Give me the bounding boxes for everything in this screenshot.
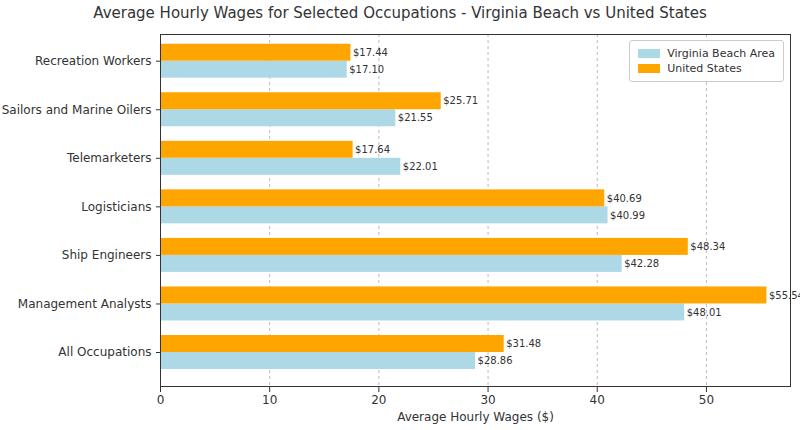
svg-text:$42.28: $42.28	[624, 258, 659, 269]
html-text:Average Hourly Wages for Selec: Average Hourly Wages for Selected Occupa…	[93, 4, 707, 22]
svg-text:Telemarketers: Telemarketers	[66, 151, 152, 165]
svg-text:30: 30	[480, 393, 495, 407]
html-text:United States: United States	[667, 62, 742, 75]
svg-text:$25.71: $25.71	[443, 95, 478, 106]
svg-text:$48.34: $48.34	[690, 241, 725, 252]
svg-text:$17.44: $17.44	[353, 47, 388, 58]
svg-text:$31.48: $31.48	[506, 338, 541, 349]
svg-text:$17.10: $17.10	[349, 64, 384, 75]
svg-text:10: 10	[262, 393, 277, 407]
svg-text:Average Hourly Wages ($): Average Hourly Wages ($)	[397, 410, 554, 424]
svg-text:Sailors and Marine Oilers: Sailors and Marine Oilers	[2, 103, 152, 117]
svg-text:0: 0	[157, 393, 165, 407]
html-text:Virginia Beach Area: Virginia Beach Area	[667, 47, 775, 60]
svg-text:Management Analysts: Management Analysts	[18, 297, 152, 311]
svg-text:$17.64: $17.64	[355, 144, 390, 155]
svg-text:$28.86: $28.86	[478, 355, 513, 366]
svg-text:$40.99: $40.99	[610, 210, 645, 221]
svg-text:$48.01: $48.01	[687, 307, 722, 318]
svg-text:50: 50	[699, 393, 714, 407]
svg-text:20: 20	[371, 393, 386, 407]
svg-text:$40.69: $40.69	[607, 193, 642, 204]
svg-text:$55.54: $55.54	[769, 290, 800, 301]
svg-text:$21.55: $21.55	[398, 112, 433, 123]
svg-text:All Occupations: All Occupations	[58, 345, 151, 359]
svg-text:Recreation Workers: Recreation Workers	[35, 54, 152, 68]
svg-text:Ship Engineers: Ship Engineers	[62, 248, 152, 262]
svg-text:$22.01: $22.01	[403, 161, 438, 172]
svg-text:40: 40	[590, 393, 605, 407]
svg-text:Logisticians: Logisticians	[81, 200, 151, 214]
